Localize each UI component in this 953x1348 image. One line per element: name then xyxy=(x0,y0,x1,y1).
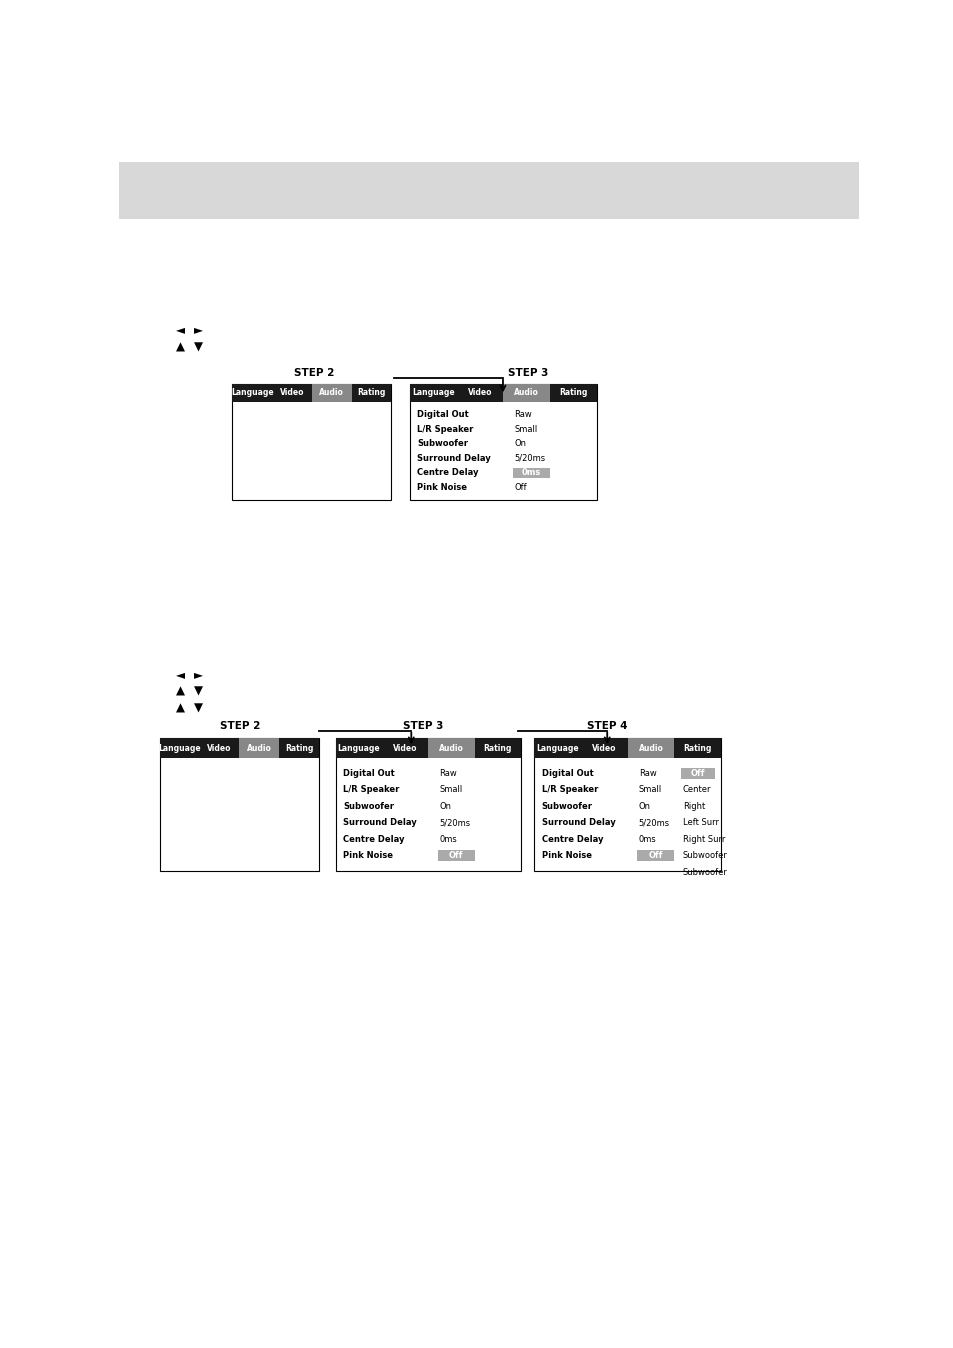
Text: STEP 2: STEP 2 xyxy=(294,368,334,377)
Text: On: On xyxy=(639,802,650,810)
Text: Right Surr: Right Surr xyxy=(682,834,724,844)
Bar xyxy=(680,767,715,779)
Text: Audio: Audio xyxy=(438,744,463,752)
Text: Rating: Rating xyxy=(285,744,313,752)
Text: Audio: Audio xyxy=(319,388,344,398)
Text: 5/20ms: 5/20ms xyxy=(639,818,669,828)
Bar xyxy=(534,737,720,871)
Text: Subwoofer: Subwoofer xyxy=(682,852,727,860)
Bar xyxy=(233,384,391,500)
Text: ▼: ▼ xyxy=(193,701,203,714)
Text: Subwoofer: Subwoofer xyxy=(682,868,727,876)
Text: 0ms: 0ms xyxy=(521,468,540,477)
Text: Pink Noise: Pink Noise xyxy=(416,483,467,492)
Text: L/R Speaker: L/R Speaker xyxy=(343,786,399,794)
Text: Video: Video xyxy=(591,744,616,752)
Text: Center: Center xyxy=(682,786,711,794)
Text: Digital Out: Digital Out xyxy=(343,768,395,778)
Text: Audio: Audio xyxy=(247,744,272,752)
Text: Video: Video xyxy=(279,388,304,398)
Text: On: On xyxy=(439,802,451,810)
Text: STEP 3: STEP 3 xyxy=(402,721,443,731)
Text: Video: Video xyxy=(393,744,417,752)
Text: Language: Language xyxy=(412,388,454,398)
Bar xyxy=(233,384,391,402)
Bar xyxy=(503,384,550,402)
Text: 0ms: 0ms xyxy=(639,834,656,844)
Text: ◄: ◄ xyxy=(176,669,185,681)
Text: Subwoofer: Subwoofer xyxy=(343,802,394,810)
Text: Surround Delay: Surround Delay xyxy=(343,818,416,828)
Bar xyxy=(437,851,474,861)
Text: Digital Out: Digital Out xyxy=(416,410,469,419)
Text: Language: Language xyxy=(536,744,578,752)
Text: 5/20ms: 5/20ms xyxy=(514,454,545,462)
Text: Small: Small xyxy=(639,786,661,794)
Text: Rating: Rating xyxy=(682,744,711,752)
Text: STEP 4: STEP 4 xyxy=(586,721,627,731)
Text: Pink Noise: Pink Noise xyxy=(343,852,393,860)
Text: STEP 3: STEP 3 xyxy=(507,368,548,377)
Bar xyxy=(512,468,550,477)
Text: Right: Right xyxy=(682,802,704,810)
Text: 5/20ms: 5/20ms xyxy=(439,818,470,828)
Bar xyxy=(637,851,674,861)
Text: Raw: Raw xyxy=(439,768,456,778)
Text: Video: Video xyxy=(207,744,232,752)
Bar xyxy=(335,737,520,871)
Text: Off: Off xyxy=(690,768,704,778)
Bar xyxy=(160,737,318,759)
Text: ▼: ▼ xyxy=(193,340,203,353)
Bar xyxy=(410,384,597,402)
Text: STEP 2: STEP 2 xyxy=(219,721,259,731)
Text: Rating: Rating xyxy=(558,388,587,398)
Text: Pink Noise: Pink Noise xyxy=(541,852,591,860)
Text: Small: Small xyxy=(439,786,462,794)
Text: ▲: ▲ xyxy=(176,340,185,353)
Text: Language: Language xyxy=(231,388,274,398)
Text: ▲: ▲ xyxy=(176,685,185,698)
Text: L/R Speaker: L/R Speaker xyxy=(541,786,598,794)
Text: Digital Out: Digital Out xyxy=(541,768,593,778)
Text: Subwoofer: Subwoofer xyxy=(541,802,592,810)
Text: Raw: Raw xyxy=(514,410,532,419)
Text: On: On xyxy=(514,439,526,449)
Text: Subwoofer: Subwoofer xyxy=(416,439,468,449)
Text: Audio: Audio xyxy=(638,744,662,752)
Text: Language: Language xyxy=(158,744,201,752)
Bar xyxy=(335,737,520,759)
Text: ►: ► xyxy=(193,324,203,337)
Text: Video: Video xyxy=(467,388,492,398)
Bar xyxy=(428,737,474,759)
Text: Surround Delay: Surround Delay xyxy=(416,454,491,462)
Text: Off: Off xyxy=(648,852,662,860)
Text: Centre Delay: Centre Delay xyxy=(343,834,404,844)
Text: L/R Speaker: L/R Speaker xyxy=(416,425,474,434)
Bar xyxy=(534,737,720,759)
Text: Off: Off xyxy=(514,483,527,492)
Text: Language: Language xyxy=(337,744,380,752)
Bar xyxy=(312,384,352,402)
Bar xyxy=(239,737,279,759)
Text: Surround Delay: Surround Delay xyxy=(541,818,615,828)
Text: Centre Delay: Centre Delay xyxy=(541,834,602,844)
Text: ▼: ▼ xyxy=(193,685,203,698)
Bar xyxy=(410,384,597,500)
Text: Left Surr: Left Surr xyxy=(682,818,718,828)
Text: Left: Left xyxy=(682,768,698,778)
Text: Audio: Audio xyxy=(514,388,538,398)
Text: ◄: ◄ xyxy=(176,324,185,337)
Text: Raw: Raw xyxy=(639,768,656,778)
Text: ▲: ▲ xyxy=(176,701,185,714)
Bar xyxy=(160,737,318,871)
Bar xyxy=(119,162,858,218)
Text: ►: ► xyxy=(193,669,203,681)
Text: Rating: Rating xyxy=(357,388,385,398)
Text: Centre Delay: Centre Delay xyxy=(416,468,478,477)
Text: 0ms: 0ms xyxy=(439,834,456,844)
Bar xyxy=(627,737,674,759)
Text: Rating: Rating xyxy=(483,744,511,752)
Text: Off: Off xyxy=(448,852,463,860)
Text: Small: Small xyxy=(514,425,537,434)
